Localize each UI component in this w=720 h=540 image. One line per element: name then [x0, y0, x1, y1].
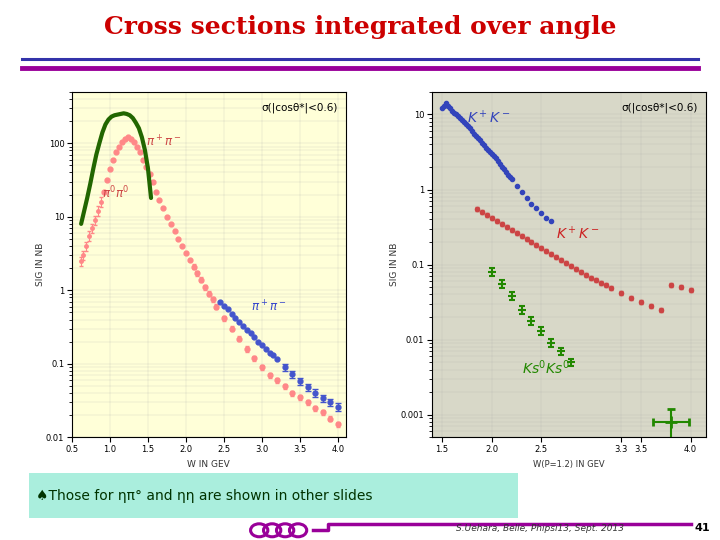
- Text: $\pi^0\pi^0$: $\pi^0\pi^0$: [102, 184, 130, 201]
- Text: S.Uehara, Belle, Phipsi13, Sept. 2013: S.Uehara, Belle, Phipsi13, Sept. 2013: [456, 524, 624, 532]
- Text: $K^+K^-$: $K^+K^-$: [557, 225, 600, 242]
- X-axis label: W(P=1.2) IN GEV: W(P=1.2) IN GEV: [533, 460, 605, 469]
- Text: $K^+K^-$: $K^+K^-$: [467, 110, 510, 127]
- Y-axis label: SIG IN NB: SIG IN NB: [390, 243, 400, 286]
- Y-axis label: SIG IN NB: SIG IN NB: [35, 243, 45, 286]
- Text: $\pi^+\pi^-$: $\pi^+\pi^-$: [146, 134, 182, 150]
- Text: ♠Those for ηπ° and ηη are shown in other slides: ♠Those for ηπ° and ηη are shown in other…: [36, 489, 372, 503]
- Text: 41: 41: [695, 523, 711, 533]
- Text: $Ks^0Ks^0$: $Ks^0Ks^0$: [521, 359, 570, 377]
- Text: σ(|cosθ*|<0.6): σ(|cosθ*|<0.6): [261, 102, 338, 113]
- Text: Cross sections integrated over angle: Cross sections integrated over angle: [104, 15, 616, 39]
- Text: $\pi^+\pi^-$: $\pi^+\pi^-$: [251, 299, 286, 314]
- Text: σ(|cosθ*|<0.6): σ(|cosθ*|<0.6): [621, 102, 698, 113]
- X-axis label: W IN GEV: W IN GEV: [187, 460, 230, 469]
